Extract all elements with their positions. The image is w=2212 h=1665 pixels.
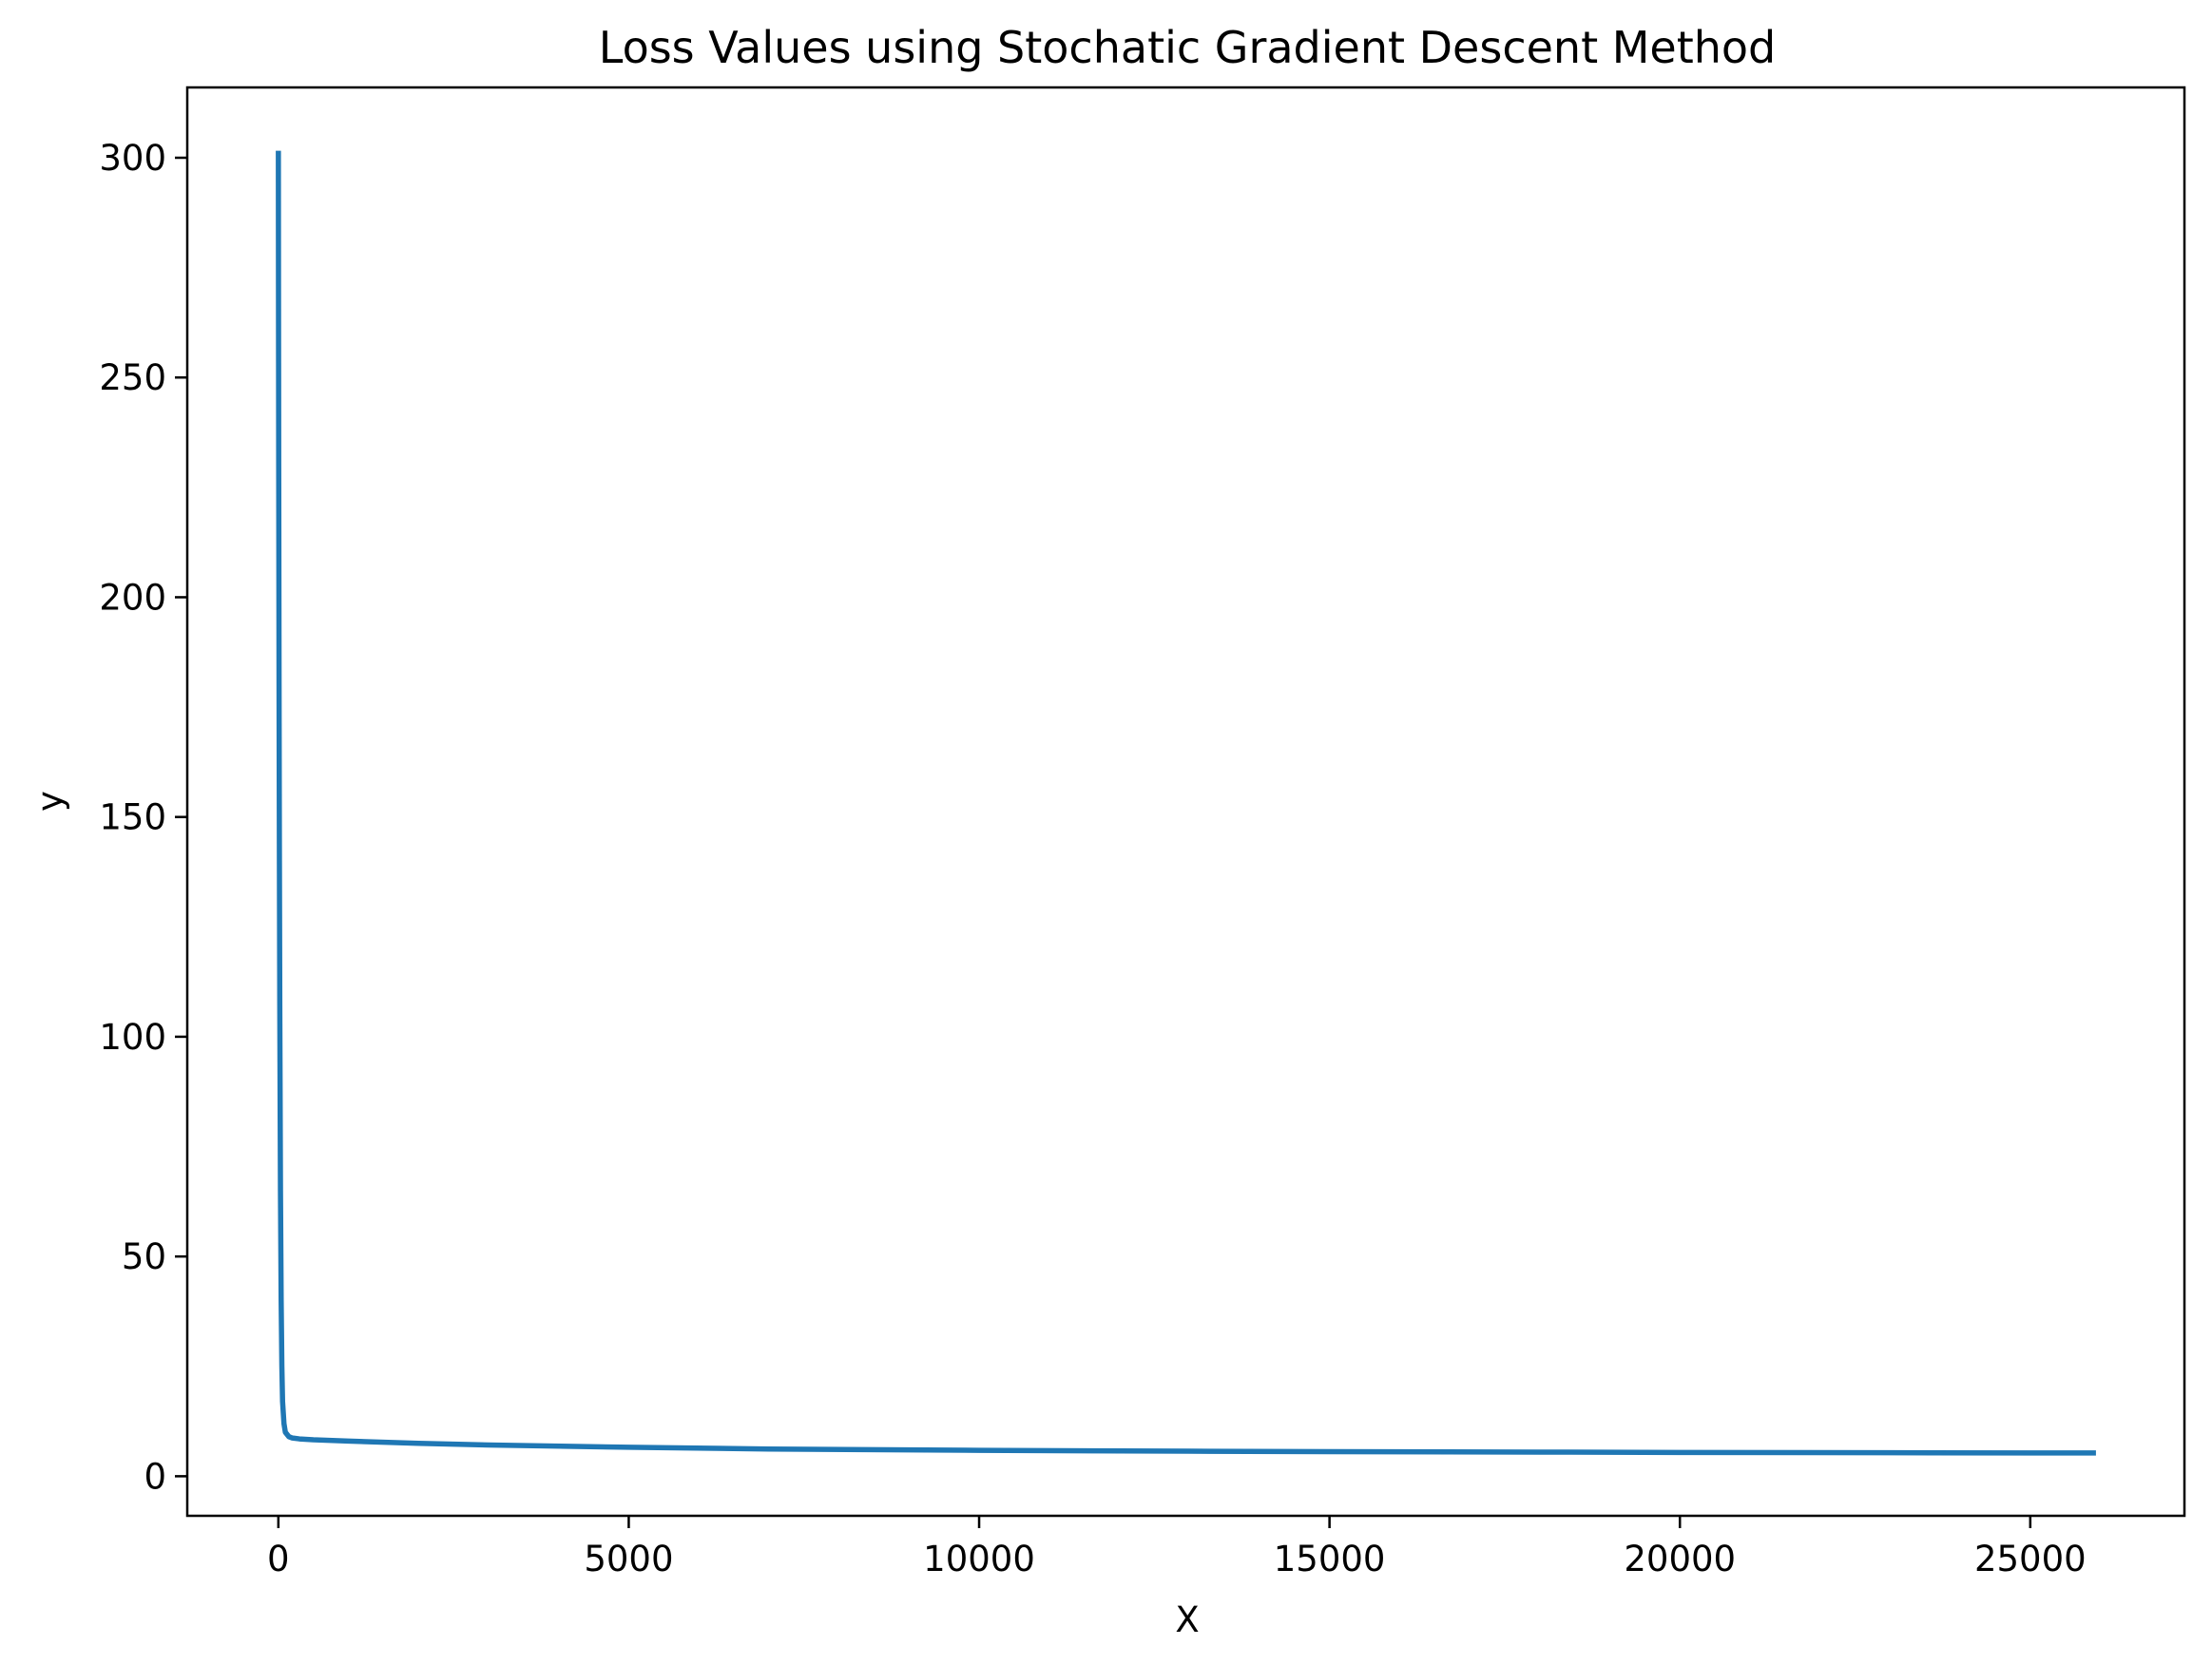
x-tick-label: 10000 [923, 1539, 1035, 1579]
y-tick-label: 50 [122, 1236, 166, 1277]
y-tick-label: 0 [144, 1456, 166, 1497]
x-tick-label: 15000 [1274, 1539, 1386, 1579]
loss-series-line [276, 150, 2096, 1456]
chart-title: Loss Values using Stochatic Gradient Des… [599, 22, 1777, 73]
x-tick-label: 25000 [1974, 1539, 2087, 1579]
plot-area-frame [185, 86, 2186, 1518]
y-tick-label: 300 [99, 138, 166, 179]
y-tick-label: 200 [99, 577, 166, 618]
x-axis-label: X [1175, 1599, 1199, 1640]
y-axis-label: y [29, 791, 70, 812]
x-tick-label: 5000 [584, 1539, 673, 1579]
y-tick-label: 250 [99, 357, 166, 398]
y-tick-label: 150 [99, 797, 166, 838]
x-axis: 0 5000 10000 15000 20000 25000 [267, 1516, 2087, 1579]
x-tick-label: 0 [267, 1539, 290, 1579]
y-tick-label: 100 [99, 1017, 166, 1058]
y-axis: 0 50 100 150 200 250 300 [99, 138, 187, 1497]
x-tick-label: 20000 [1624, 1539, 1736, 1579]
